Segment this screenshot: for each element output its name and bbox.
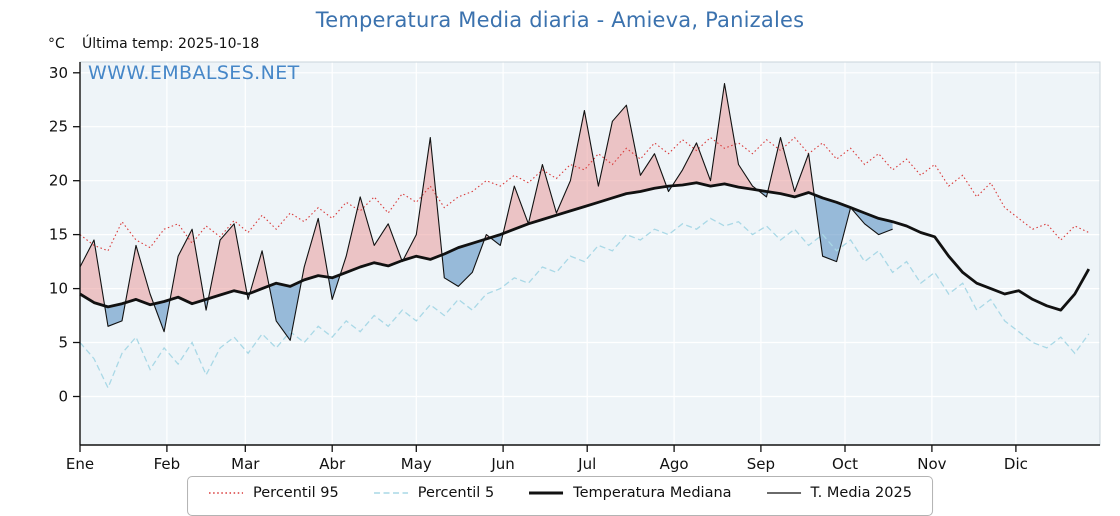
y-tick-label: 5 bbox=[58, 334, 68, 352]
legend-label-mediana: Temperatura Mediana bbox=[573, 485, 732, 501]
legend-label-media2025: T. Media 2025 bbox=[810, 485, 912, 501]
legend-item-media2025: T. Media 2025 bbox=[766, 485, 912, 501]
chart-legend: Percentil 95 Percentil 5 Temperatura Med… bbox=[187, 476, 933, 516]
x-tick-label: Ago bbox=[660, 455, 689, 473]
x-tick-label: Jun bbox=[490, 455, 514, 473]
gridlines bbox=[79, 62, 1100, 445]
watermark-embalses: WWW.EMBALSES.NET bbox=[88, 62, 300, 84]
x-tick-label: Mar bbox=[231, 455, 260, 473]
x-tick-label: Sep bbox=[747, 455, 775, 473]
fill-below-median bbox=[80, 182, 893, 341]
x-tick-label: Nov bbox=[917, 455, 946, 473]
percentil5-line-icon bbox=[373, 492, 408, 494]
media2025-line bbox=[79, 83, 893, 341]
page: { "header": { "title": "Temperatura Medi… bbox=[48, 8, 1101, 516]
percentil5-line bbox=[79, 217, 1090, 390]
axis-ticks: 0 5 10 15 20 25 30 Ene Feb Mar Abr May Jun Jul Ago Sep O… bbox=[49, 64, 1028, 473]
legend-item-mediana: Temperatura Mediana bbox=[528, 485, 732, 501]
x-tick-label: Ene bbox=[66, 455, 94, 473]
x-tick-label: Oct bbox=[832, 455, 858, 473]
mediana-line bbox=[79, 181, 1091, 312]
mediana-line-icon bbox=[529, 491, 564, 495]
x-tick-label: Feb bbox=[154, 455, 181, 473]
x-tick-label: May bbox=[401, 455, 432, 473]
y-tick-label: 30 bbox=[49, 64, 68, 82]
y-axis-unit-label: °C bbox=[48, 36, 65, 52]
y-tick-label: 0 bbox=[58, 388, 68, 406]
x-tick-label: Abr bbox=[319, 455, 346, 473]
y-tick-label: 10 bbox=[49, 280, 68, 298]
legend-item-percentil5: Percentil 5 bbox=[373, 485, 494, 501]
media2025-line-icon bbox=[766, 492, 801, 494]
legend-item-percentil95: Percentil 95 bbox=[208, 485, 339, 501]
y-tick-label: 15 bbox=[49, 226, 68, 244]
x-tick-label: Jul bbox=[577, 455, 596, 473]
percentil95-line-icon bbox=[209, 492, 244, 494]
y-tick-label: 20 bbox=[49, 172, 68, 190]
chart-title: Temperatura Media diaria - Amieva, Paniz… bbox=[315, 8, 805, 32]
x-tick-label: Dic bbox=[1004, 455, 1028, 473]
y-tick-label: 25 bbox=[49, 118, 68, 136]
temperature-chart-canvas: 0 5 10 15 20 25 30 Ene Feb Mar Abr May Jun Jul Ago Sep O… bbox=[49, 61, 1101, 473]
legend-label-percentil95: Percentil 95 bbox=[253, 485, 339, 501]
legend-label-percentil5: Percentil 5 bbox=[417, 485, 495, 501]
last-temp-label: Última temp: 2025-10-18 bbox=[82, 36, 260, 52]
